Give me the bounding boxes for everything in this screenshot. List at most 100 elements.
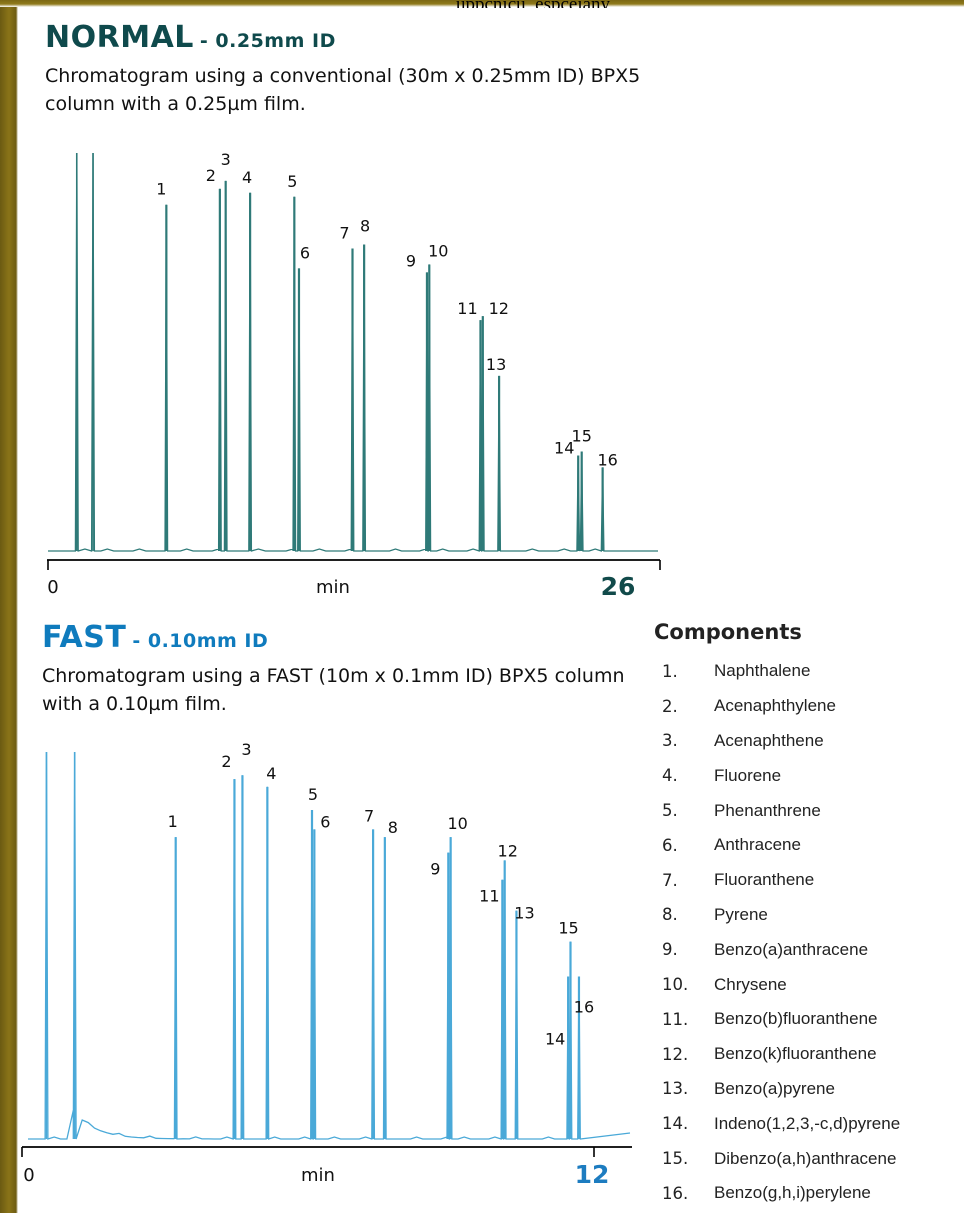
component-item: 8. Pyrene	[662, 898, 900, 933]
peak-label: 15	[558, 919, 578, 938]
peak-label: 7	[364, 806, 374, 825]
fast-description: Chromatogram using a FAST (10m x 0.1mm I…	[42, 665, 625, 715]
component-number: 6.	[662, 835, 678, 855]
components-title: Components	[654, 620, 802, 644]
peak-label: 3	[221, 150, 231, 169]
x-tick-label: 0	[23, 1165, 34, 1186]
component-number: 15.	[662, 1149, 689, 1169]
component-item: 1. Naphthalene	[662, 654, 900, 689]
component-name: Benzo(b)fluoranthene	[714, 1009, 878, 1029]
page-frame-top	[0, 0, 964, 7]
peak-label: 3	[241, 740, 251, 759]
component-number: 13.	[662, 1079, 689, 1099]
peak-label: 13	[486, 355, 506, 374]
component-number: 11.	[662, 1009, 689, 1029]
component-name: Benzo(k)fluoranthene	[714, 1044, 877, 1064]
component-name: Chrysene	[714, 974, 787, 994]
fast-subtitle: - 0.10mm ID	[132, 630, 269, 652]
peak-label: 12	[498, 841, 518, 860]
fast-chart-heading: FAST - 0.10mm ID	[42, 620, 268, 655]
page-frame-left	[0, 0, 18, 1213]
component-name: Benzo(a)pyrene	[714, 1078, 835, 1098]
peak-label: 8	[388, 818, 398, 837]
peak-label: 16	[597, 450, 617, 469]
peak-label: 4	[242, 168, 252, 187]
peak-label: 16	[574, 997, 594, 1016]
peak-label: 2	[206, 166, 216, 185]
component-name: Acenaphthene	[714, 730, 824, 750]
peak-label: 15	[572, 427, 592, 446]
component-item: 9. Benzo(a)anthracene	[662, 932, 900, 967]
normal-chart-heading: NORMAL - 0.25mm ID	[45, 20, 336, 55]
fast-title: FAST	[42, 620, 127, 655]
peak-label: 1	[168, 812, 178, 831]
component-number: 1.	[662, 661, 678, 681]
peak-label: 6	[300, 243, 310, 262]
peak-label: 5	[308, 785, 318, 804]
peak-label: 14	[545, 1029, 565, 1048]
component-item: 4. Fluorene	[662, 758, 900, 793]
component-name: Pyrene	[714, 904, 768, 924]
component-name: Benzo(a)anthracene	[714, 939, 869, 959]
component-name: Naphthalene	[714, 661, 811, 681]
component-number: 3.	[662, 731, 678, 751]
component-number: 4.	[662, 766, 678, 786]
peak-label: 14	[554, 438, 574, 457]
component-item: 11. Benzo(b)fluoranthene	[662, 1002, 900, 1037]
component-number: 14.	[662, 1114, 689, 1134]
component-number: 16.	[662, 1183, 689, 1203]
component-number: 2.	[662, 696, 678, 716]
normal-subtitle: - 0.25mm ID	[199, 30, 336, 52]
component-number: 10.	[662, 975, 689, 995]
component-name: Dibenzo(a,h)anthracene	[714, 1148, 897, 1168]
peak-label: 2	[221, 752, 231, 771]
component-name: Benzo(g,h,i)perylene	[714, 1183, 871, 1203]
component-number: 7.	[662, 870, 678, 890]
component-item: 12. Benzo(k)fluoranthene	[662, 1037, 900, 1072]
x-tick-label: 0	[47, 577, 58, 598]
clipped-page-text: uppcnicu, espceiany	[456, 0, 956, 8]
peak-label: 13	[514, 904, 534, 923]
components-list: 1. Naphthalene 2. Acenaphthylene 3. Acenaphth…	[662, 654, 900, 1211]
peak-label: 6	[320, 812, 330, 831]
component-name: Indeno(1,2,3,-c,d)pyrene	[714, 1113, 901, 1133]
component-item: 3. Acenaphthene	[662, 724, 900, 759]
peak-label: 11	[457, 299, 477, 318]
component-item: 16. Benzo(g,h,i)perylene	[662, 1176, 900, 1211]
peak-label: 10	[447, 814, 467, 833]
component-name: Phenanthrene	[714, 800, 821, 820]
component-name: Fluorene	[714, 765, 782, 785]
chromatogram-trace	[28, 751, 631, 1140]
peak-label: 8	[360, 217, 370, 236]
component-number: 8.	[662, 905, 678, 925]
peak-label: 11	[479, 887, 499, 906]
peak-label: 7	[339, 224, 349, 243]
component-name: Anthracene	[714, 835, 801, 855]
component-item: 15. Dibenzo(a,h)anthracene	[662, 1141, 900, 1176]
x-axis-label: min	[316, 577, 350, 598]
peak-label: 10	[428, 241, 448, 260]
component-name: Acenaphthylene	[714, 696, 836, 716]
peak-label: 9	[430, 860, 440, 879]
component-item: 13. Benzo(a)pyrene	[662, 1072, 900, 1107]
component-number: 5.	[662, 801, 678, 821]
component-item: 10. Chrysene	[662, 967, 900, 1002]
x-tick-label: 26	[601, 572, 636, 601]
component-number: 12.	[662, 1044, 689, 1064]
component-number: 9.	[662, 940, 678, 960]
component-item: 14. Indeno(1,2,3,-c,d)pyrene	[662, 1106, 900, 1141]
component-item: 7. Fluoranthene	[662, 863, 900, 898]
component-item: 6. Anthracene	[662, 828, 900, 863]
normal-title: NORMAL	[45, 20, 194, 55]
peak-label: 1	[156, 180, 166, 199]
peak-label: 12	[489, 299, 509, 318]
component-item: 2. Acenaphthylene	[662, 689, 900, 724]
peak-label: 5	[287, 172, 297, 191]
x-tick-label: 12	[575, 1160, 610, 1189]
component-name: Fluoranthene	[714, 870, 815, 890]
peak-label: 4	[266, 764, 276, 783]
normal-description: Chromatogram using a conventional (30m x…	[45, 65, 641, 115]
peak-label: 9	[406, 251, 416, 270]
x-axis-label: min	[301, 1165, 335, 1186]
